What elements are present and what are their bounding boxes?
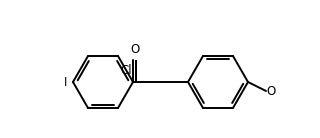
Text: O: O — [130, 43, 139, 56]
Text: O: O — [266, 86, 275, 99]
Text: I: I — [64, 75, 67, 88]
Text: Cl: Cl — [120, 64, 132, 77]
